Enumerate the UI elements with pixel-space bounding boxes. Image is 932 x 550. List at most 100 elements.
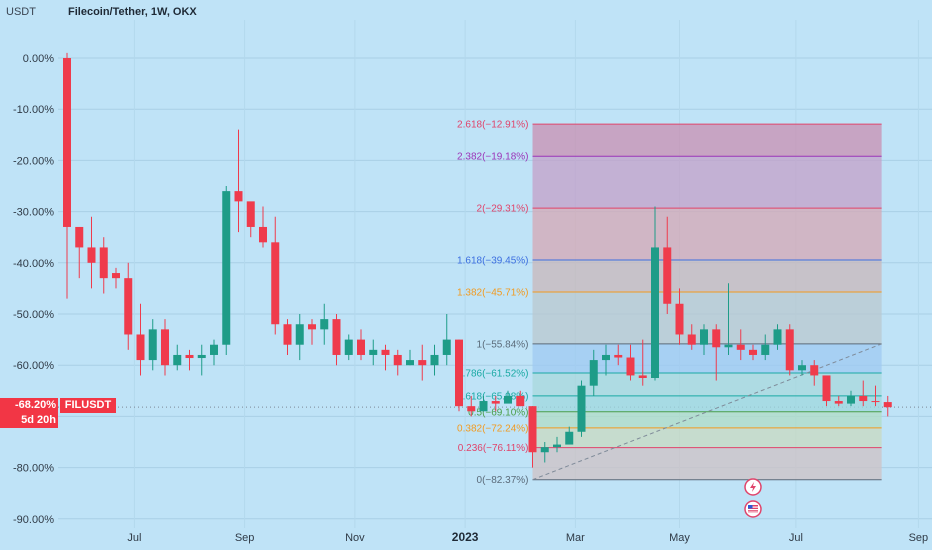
candle-body <box>197 354 206 359</box>
candle <box>87 216 96 289</box>
candle <box>883 395 892 417</box>
candle-body <box>589 360 598 386</box>
candle <box>834 395 843 407</box>
candle-body <box>344 339 353 355</box>
candle-body <box>724 344 733 348</box>
candle-body <box>773 329 782 345</box>
fib-band <box>532 411 882 428</box>
candle <box>357 329 365 361</box>
candle-body <box>638 375 647 378</box>
candle <box>589 349 598 396</box>
candle-body <box>283 324 292 345</box>
candle-body <box>834 401 843 404</box>
candle-body <box>712 329 721 348</box>
candle-body <box>259 226 267 243</box>
candle-body <box>406 360 414 366</box>
candle <box>332 314 341 366</box>
candle <box>736 329 745 361</box>
candle <box>810 360 819 386</box>
candle <box>308 319 316 345</box>
candle-body <box>320 319 329 330</box>
fib-band <box>532 343 882 373</box>
candle <box>442 314 451 366</box>
candle-body <box>749 349 757 355</box>
candle <box>540 442 549 463</box>
y-tick-label: -80.00% <box>13 463 54 475</box>
candle <box>369 339 378 366</box>
fib-level-label: 0.236(−76.11%) <box>458 443 529 454</box>
candle-body <box>148 329 157 361</box>
candle-body <box>504 395 512 404</box>
candle <box>859 380 868 407</box>
fib-band <box>532 208 882 260</box>
us-flag-icon[interactable] <box>744 500 762 518</box>
candle <box>798 360 806 376</box>
candle <box>259 206 267 248</box>
candle <box>136 303 145 376</box>
candle <box>749 344 757 361</box>
fib-band <box>532 156 882 209</box>
candle <box>822 375 831 407</box>
candle <box>161 319 169 376</box>
candle-body <box>847 395 855 404</box>
x-tick-label: Sep <box>235 532 255 544</box>
fib-level-label: 0.618(−65.98%) <box>457 391 528 402</box>
candle-body <box>565 431 574 445</box>
candle <box>344 334 353 361</box>
candle <box>565 426 574 445</box>
x-tick-label: Mar <box>566 532 585 544</box>
candle-body <box>430 354 439 366</box>
candle <box>761 334 770 361</box>
candle <box>430 344 439 376</box>
candle <box>491 395 500 412</box>
candle-body <box>455 339 463 407</box>
candle <box>553 436 561 453</box>
candle <box>418 344 427 381</box>
candle <box>112 267 120 289</box>
candle-body <box>271 242 280 325</box>
candle <box>467 395 476 417</box>
candle-body <box>185 354 194 359</box>
candle-body <box>871 401 880 403</box>
candle-body <box>553 444 561 448</box>
candle <box>700 324 708 355</box>
candle <box>320 303 329 345</box>
candle-body <box>614 354 623 358</box>
candle-body <box>651 247 659 378</box>
y-axis-unit: USDT <box>6 6 36 18</box>
candle <box>173 344 182 371</box>
candle-body <box>785 329 794 371</box>
candle <box>381 344 390 371</box>
candle-body <box>161 329 169 366</box>
candle-body <box>516 395 525 407</box>
y-tick-label: -60.00% <box>13 360 54 372</box>
y-tick-label: -30.00% <box>13 207 54 219</box>
event-icons <box>744 478 762 518</box>
candle-body <box>675 303 684 335</box>
candle-body <box>357 339 365 355</box>
candle <box>651 206 659 381</box>
candle-body <box>75 226 84 248</box>
candles <box>63 52 892 468</box>
candle-body <box>467 406 476 412</box>
lightning-icon[interactable] <box>744 478 762 496</box>
fib-band <box>532 259 882 293</box>
candle <box>871 385 880 407</box>
fib-level-label: 0.5(−69.10%) <box>468 407 528 418</box>
candle-body <box>124 278 133 335</box>
x-tick-label: Jul <box>789 532 803 544</box>
candle-body <box>112 273 120 279</box>
candle-body <box>540 447 549 453</box>
candle-body <box>99 247 108 279</box>
candle <box>785 324 794 376</box>
x-tick-label: Nov <box>345 532 365 544</box>
candle-body <box>295 324 304 345</box>
fib-level-label: 0(−82.37%) <box>477 475 529 486</box>
candle <box>577 380 586 437</box>
candle-body <box>393 354 402 366</box>
candle-body <box>761 344 770 355</box>
candle <box>234 129 243 233</box>
candle-body <box>87 247 96 263</box>
fibonacci-extension[interactable]: 2.618(−12.91%) 2.382(−19.18%) 2(−29.31%) 1.… <box>457 120 882 487</box>
